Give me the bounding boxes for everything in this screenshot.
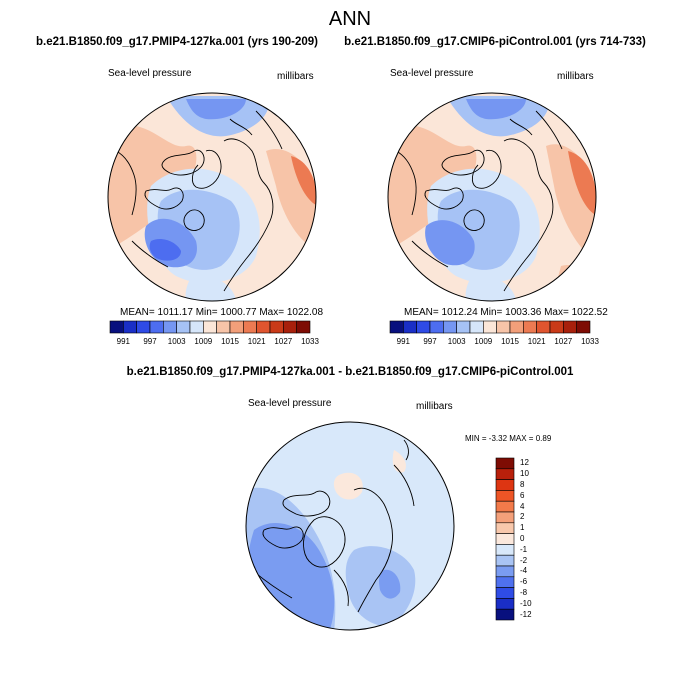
left-colorbar-swatch xyxy=(109,320,124,334)
left-colorbar-label: 1021 xyxy=(247,337,266,346)
right-colorbar-label: 1033 xyxy=(581,337,599,346)
left-colorbar-swatch xyxy=(176,320,191,334)
diff-colorbar-labels: 12 10 8 6 4 2 1 0 -1 -2 -4 -6 -8 -10 -12 xyxy=(518,458,558,620)
left-colorbar-swatch xyxy=(283,320,297,334)
left-colorbar xyxy=(109,320,311,334)
diff-colorbar-swatch xyxy=(495,608,515,621)
diff-colorbar-swatch xyxy=(495,533,515,545)
left-units-label: millibars xyxy=(277,71,314,82)
diff-colorbar-label: -10 xyxy=(520,598,532,608)
right-polar-map xyxy=(387,92,597,302)
left-colorbar-swatch xyxy=(296,320,311,334)
diff-colorbar-label: -1 xyxy=(520,544,528,554)
diff-colorbar-swatch xyxy=(495,598,515,610)
diff-colorbar-swatch xyxy=(495,500,515,513)
right-colorbar-label: 997 xyxy=(423,337,437,346)
right-stats: MEAN= 1012.24 Min= 1003.36 Max= 1022.52 xyxy=(404,307,608,318)
left-colorbar-label: 1009 xyxy=(194,337,213,346)
right-colorbar-label: 1015 xyxy=(501,337,519,346)
left-colorbar-swatch xyxy=(269,320,284,334)
right-colorbar-label: 1003 xyxy=(447,337,466,346)
right-colorbar-swatch xyxy=(523,320,537,334)
diff-colorbar-label: 6 xyxy=(520,490,525,500)
left-colorbar-swatch xyxy=(216,320,231,334)
left-colorbar-swatch xyxy=(229,320,244,334)
diff-units-label: millibars xyxy=(416,401,453,412)
diff-colorbar-label: -6 xyxy=(520,577,528,587)
diff-colorbar-label: 0 xyxy=(520,534,525,543)
diff-colorbar-swatch xyxy=(495,554,515,567)
left-colorbar-label: 997 xyxy=(143,337,157,346)
right-colorbar-label: 1021 xyxy=(527,337,546,346)
diff-colorbar-swatch xyxy=(495,576,515,588)
right-colorbar-label: 991 xyxy=(396,337,410,346)
right-colorbar-swatch xyxy=(483,320,497,334)
diff-colorbar-label: 8 xyxy=(520,480,525,489)
right-colorbar-swatch xyxy=(536,320,551,334)
left-colorbar-swatch xyxy=(189,320,204,334)
diff-colorbar-label: 10 xyxy=(520,469,529,479)
diff-colorbar-label: 4 xyxy=(520,501,525,511)
left-colorbar-swatch xyxy=(136,320,151,334)
diff-colorbar xyxy=(495,457,515,621)
diff-stats: MIN = -3.32 MAX = 0.89 xyxy=(465,434,552,443)
left-colorbar-labels: 991 997 1003 1009 1015 1021 1027 1033 xyxy=(110,337,319,347)
diff-colorbar-label: -8 xyxy=(520,588,528,597)
right-colorbar-swatch xyxy=(549,320,564,334)
right-colorbar-swatch xyxy=(416,320,431,334)
left-stats: MEAN= 1011.17 Min= 1000.77 Max= 1022.08 xyxy=(120,307,324,318)
diff-colorbar-label: 2 xyxy=(520,512,525,522)
diff-colorbar-label: -4 xyxy=(520,566,528,576)
right-colorbar-swatch xyxy=(563,320,577,334)
diff-colorbar-swatch xyxy=(495,479,515,491)
right-colorbar-labels: 991 997 1003 1009 1015 1021 1027 1033 xyxy=(390,337,599,347)
right-colorbar-label: 1027 xyxy=(554,337,573,346)
right-colorbar-swatch xyxy=(496,320,511,334)
diff-colorbar-label: -2 xyxy=(520,555,528,565)
diff-colorbar-swatch xyxy=(495,511,515,524)
left-colorbar-label: 1033 xyxy=(301,337,319,346)
right-colorbar-swatch xyxy=(509,320,524,334)
diff-colorbar-swatch xyxy=(495,468,515,480)
left-colorbar-swatch xyxy=(123,320,137,334)
right-colorbar-swatch xyxy=(469,320,484,334)
diff-polar-map xyxy=(245,421,455,631)
right-colorbar-swatch xyxy=(456,320,471,334)
diff-colorbar-label: 12 xyxy=(520,458,529,468)
diff-colorbar-swatch xyxy=(495,587,515,599)
diff-colorbar-swatch xyxy=(495,490,515,502)
diff-colorbar-label: 1 xyxy=(520,523,525,533)
diff-field-label: Sea-level pressure xyxy=(248,398,332,409)
left-colorbar-label: 1015 xyxy=(221,337,239,346)
right-colorbar-swatch xyxy=(389,320,404,334)
figure-title: ANN xyxy=(328,8,372,30)
right-colorbar-swatch xyxy=(403,320,417,334)
left-colorbar-label: 1003 xyxy=(167,337,186,346)
left-colorbar-swatch xyxy=(163,320,177,334)
right-colorbar-swatch xyxy=(429,320,444,334)
diff-colorbar-swatch xyxy=(495,522,515,534)
left-panel-title: b.e21.B1850.f09_g17.PMIP4-127ka.001 (yrs… xyxy=(36,36,318,48)
right-colorbar xyxy=(389,320,591,334)
diff-panel-title: b.e21.B1850.f09_g17.PMIP4-127ka.001 - b.… xyxy=(126,366,574,378)
left-colorbar-swatch xyxy=(203,320,217,334)
left-colorbar-swatch xyxy=(243,320,257,334)
diff-colorbar-label: -12 xyxy=(520,609,532,619)
right-colorbar-swatch xyxy=(443,320,457,334)
diff-colorbar-swatch xyxy=(495,565,515,578)
diff-colorbar-swatch xyxy=(495,544,515,556)
left-field-label: Sea-level pressure xyxy=(108,68,192,79)
diff-colorbar-swatch xyxy=(495,457,515,470)
right-panel-title: b.e21.B1850.f09_g17.CMIP6-piControl.001 … xyxy=(344,36,646,48)
left-polar-map xyxy=(107,92,317,302)
right-colorbar-swatch xyxy=(576,320,591,334)
left-colorbar-label: 1027 xyxy=(274,337,293,346)
left-colorbar-swatch xyxy=(256,320,271,334)
left-colorbar-label: 991 xyxy=(116,337,130,346)
right-units-label: millibars xyxy=(557,71,594,82)
right-field-label: Sea-level pressure xyxy=(390,68,474,79)
left-colorbar-swatch xyxy=(149,320,164,334)
right-colorbar-label: 1009 xyxy=(474,337,493,346)
